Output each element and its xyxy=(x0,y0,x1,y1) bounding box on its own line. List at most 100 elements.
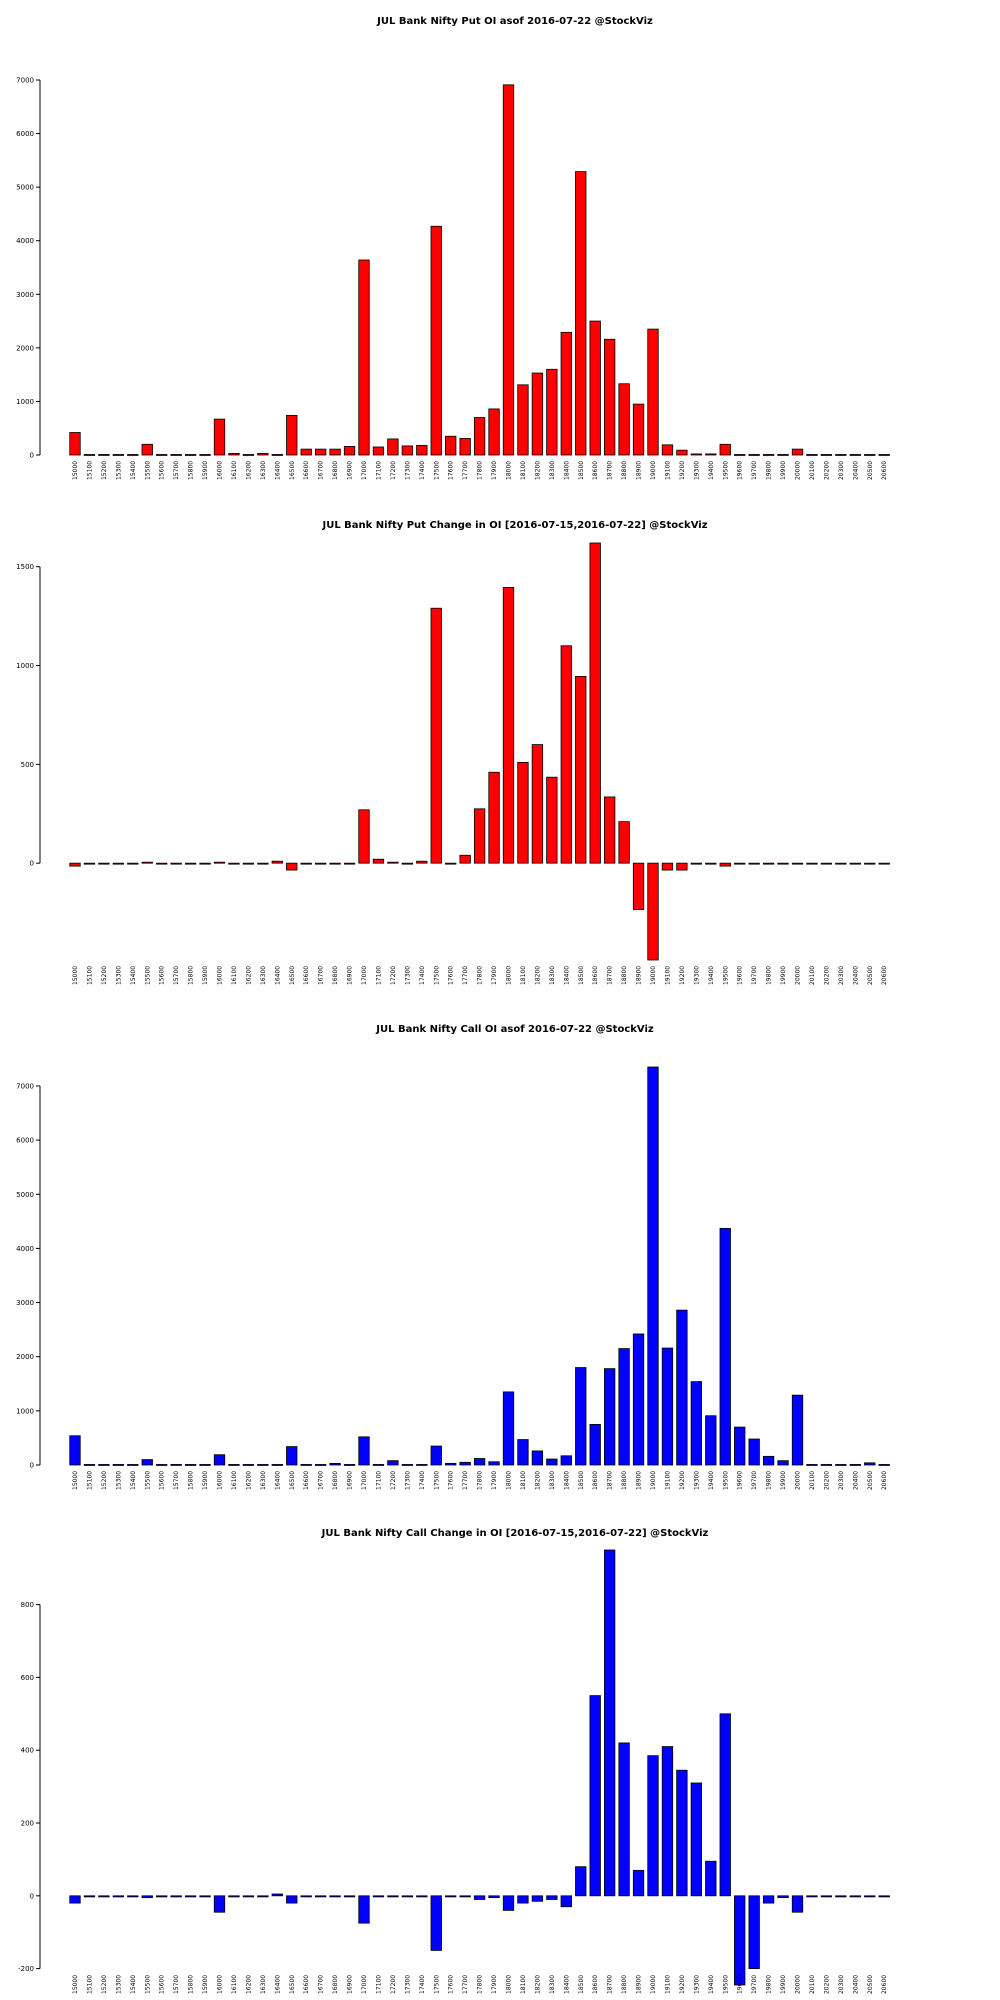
put-oi-bar xyxy=(242,454,255,456)
call-oi-change-x-tick-label: 16100 xyxy=(231,1975,238,1994)
put-oi-change-bar xyxy=(170,862,182,865)
call-oi-x-tick-label: 15000 xyxy=(72,1471,79,1490)
call-oi-bar xyxy=(661,1347,674,1466)
put-oi-change-bar xyxy=(618,821,630,864)
put-oi-bar xyxy=(112,454,124,456)
call-oi-bar xyxy=(777,1460,789,1466)
put-oi-change-x-tick-label: 16200 xyxy=(245,966,252,985)
call-oi-x-tick-label: 19000 xyxy=(650,1471,657,1490)
put-oi-x-tick-label: 18400 xyxy=(563,461,570,480)
call-oi-change-bar xyxy=(401,1895,414,1898)
call-oi-bar xyxy=(647,1066,659,1466)
put-oi-x-tick-label: 15100 xyxy=(86,461,93,480)
call-oi-x-tick-label: 16000 xyxy=(217,1471,224,1490)
put-oi-change-bar xyxy=(502,587,515,864)
call-oi-x-tick-label: 17700 xyxy=(462,1471,469,1490)
put-oi-change-x-tick-label: 17800 xyxy=(477,966,484,985)
put-oi-change-bar xyxy=(632,862,645,911)
call-oi-bar xyxy=(170,1464,182,1466)
call-oi-x-tick-label: 15700 xyxy=(173,1471,180,1490)
put-oi-bar xyxy=(777,454,789,456)
put-oi-y-tick-label: 6000 xyxy=(16,130,34,138)
call-oi-change-bar xyxy=(647,1755,659,1897)
call-oi-change-x-tick-label: 16000 xyxy=(217,1975,224,1994)
call-oi-change-bar xyxy=(430,1895,442,1951)
call-oi-change-bar xyxy=(372,1895,385,1898)
put-oi-bar xyxy=(531,372,544,456)
put-oi-x-tick-label: 15600 xyxy=(159,461,166,480)
put-oi-change-x-tick-label: 18000 xyxy=(506,966,513,985)
put-oi-change-bar xyxy=(329,862,341,865)
put-oi-x-tick-label: 16300 xyxy=(260,461,267,480)
put-oi-x-tick-label: 17600 xyxy=(448,461,455,480)
put-oi-y-tick-label: 0 xyxy=(30,452,34,460)
call-oi-x-tick-label: 18700 xyxy=(607,1471,614,1490)
put-oi-bar xyxy=(459,437,471,456)
call-oi-bar xyxy=(589,1423,601,1466)
call-oi-change-bar xyxy=(213,1895,226,1913)
put-oi-x-tick-label: 15200 xyxy=(101,461,108,480)
call-oi-change-bar xyxy=(286,1895,298,1904)
call-oi-change-x-tick-label: 17800 xyxy=(477,1975,484,1994)
put-oi-change-bar xyxy=(762,862,775,865)
call-oi-bar xyxy=(575,1367,587,1466)
put-oi-change-x-tick-label: 17500 xyxy=(433,966,440,985)
call-oi-change-bar xyxy=(734,1895,746,1986)
put-oi-bar xyxy=(517,384,529,456)
put-oi-change-chart: JUL Bank Nifty Put Change in OI [2016-07… xyxy=(16,520,890,985)
put-oi-change-bar xyxy=(661,862,674,871)
call-oi-chart-title: JUL Bank Nifty Call OI asof 2016-07-22 @… xyxy=(375,1024,654,1035)
put-oi-bar xyxy=(488,408,500,456)
put-oi-change-bar xyxy=(286,862,298,871)
call-oi-change-y-tick-label: 200 xyxy=(21,1820,34,1828)
put-oi-change-bar xyxy=(98,862,110,865)
put-oi-change-bar xyxy=(878,862,890,865)
call-oi-change-bar xyxy=(112,1895,124,1898)
put-oi-x-tick-label: 17500 xyxy=(433,461,440,480)
call-oi-change-x-tick-label: 16500 xyxy=(289,1975,296,1994)
put-oi-bar xyxy=(502,84,515,456)
call-oi-bar xyxy=(604,1368,616,1466)
call-oi-change-x-tick-label: 19000 xyxy=(650,1975,657,1994)
call-oi-bar xyxy=(257,1464,269,1466)
call-oi-x-tick-label: 20200 xyxy=(823,1471,830,1490)
put-oi-x-tick-label: 17700 xyxy=(462,461,469,480)
call-oi-x-tick-label: 19100 xyxy=(664,1471,671,1490)
put-oi-bar xyxy=(647,328,659,456)
call-oi-change-bar xyxy=(228,1895,240,1898)
put-oi-change-x-tick-label: 15200 xyxy=(101,966,108,985)
call-oi-change-x-tick-label: 17900 xyxy=(491,1975,498,1994)
put-oi-bar xyxy=(589,320,601,456)
call-oi-bar xyxy=(430,1445,442,1466)
put-oi-x-tick-label: 17000 xyxy=(361,461,368,480)
call-oi-bar xyxy=(343,1464,356,1466)
put-oi-change-bar xyxy=(343,862,356,865)
call-oi-change-x-tick-label: 16600 xyxy=(303,1975,310,1994)
call-oi-change-bar xyxy=(690,1782,702,1897)
put-oi-x-tick-label: 18100 xyxy=(520,461,527,480)
put-oi-bar xyxy=(170,454,182,456)
put-oi-bar xyxy=(286,414,298,456)
call-oi-bar xyxy=(314,1464,327,1466)
call-oi-bar xyxy=(416,1464,428,1466)
put-oi-bar xyxy=(343,446,356,456)
call-oi-x-tick-label: 17600 xyxy=(448,1471,455,1490)
call-oi-x-tick-label: 18000 xyxy=(506,1471,513,1490)
call-oi-change-bar xyxy=(618,1742,630,1897)
call-oi-change-bar xyxy=(358,1895,370,1924)
put-oi-change-bar xyxy=(719,862,731,867)
call-oi-y-tick-label: 3000 xyxy=(16,1299,34,1307)
put-oi-bar xyxy=(791,448,804,456)
call-oi-change-x-tick-label: 20600 xyxy=(881,1975,888,1994)
put-oi-bar xyxy=(257,452,269,456)
put-oi-bar xyxy=(575,171,587,456)
put-oi-chart: JUL Bank Nifty Put OI asof 2016-07-22 @S… xyxy=(16,16,890,480)
call-oi-x-tick-label: 20500 xyxy=(867,1471,874,1490)
put-oi-x-tick-label: 20400 xyxy=(852,461,859,480)
call-oi-bar xyxy=(228,1464,240,1466)
put-oi-change-bar xyxy=(604,796,616,864)
call-oi-change-bar xyxy=(531,1895,544,1902)
call-oi-x-tick-label: 19900 xyxy=(780,1471,787,1490)
call-oi-x-tick-label: 20600 xyxy=(881,1471,888,1490)
call-oi-change-bar xyxy=(271,1893,283,1897)
